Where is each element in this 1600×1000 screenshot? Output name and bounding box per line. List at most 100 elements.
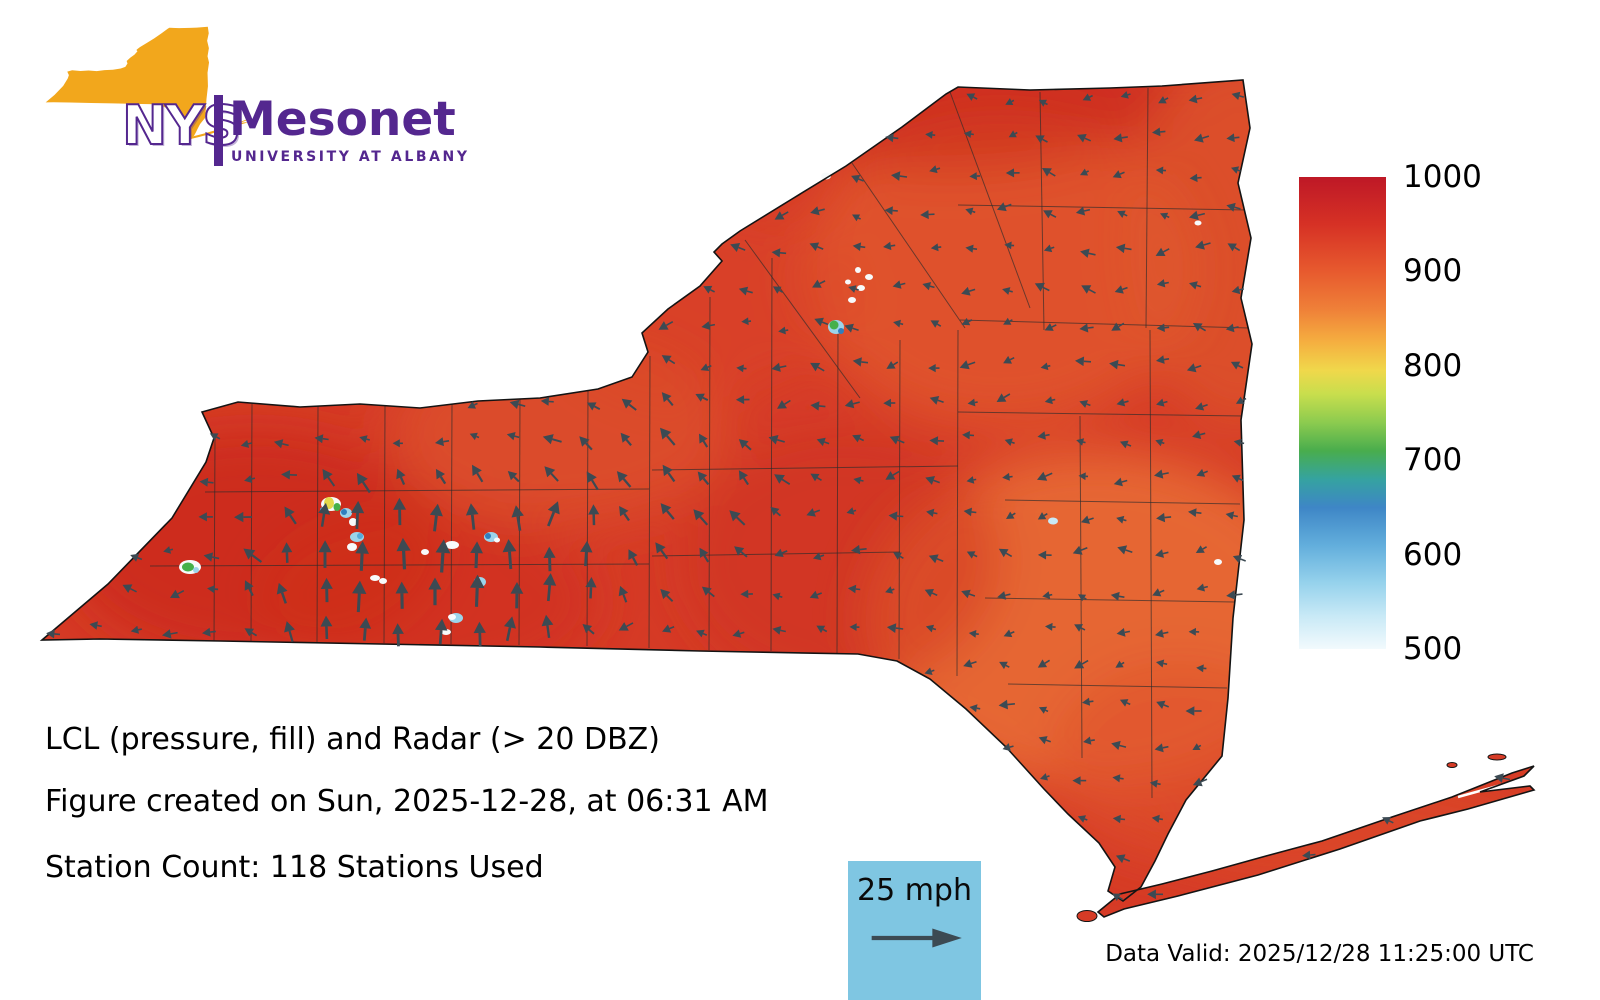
- wind-arrow-head: [809, 242, 820, 251]
- wind-arrow-head: [660, 589, 671, 600]
- wind-arrow-head: [924, 589, 934, 598]
- wind-arrow-head: [1195, 240, 1205, 250]
- wind-arrow-head: [701, 321, 711, 330]
- wind-arrow-shaft: [517, 403, 526, 407]
- wind-arrow-head: [1156, 355, 1165, 364]
- wind-arrow-shaft: [899, 555, 904, 559]
- wind-arrow-head: [1155, 629, 1164, 638]
- wind-arrow-head: [963, 659, 973, 668]
- wind-arrow-shaft: [1124, 630, 1131, 634]
- county-line: [956, 329, 959, 677]
- wind-arrow-head: [697, 471, 708, 482]
- wind-arrow-head: [693, 509, 705, 521]
- wind-arrow-head: [655, 542, 666, 554]
- wind-arrow-shaft: [900, 322, 904, 326]
- county-line: [316, 405, 319, 644]
- wind-arrow-head: [695, 393, 705, 402]
- radar-cell: [494, 537, 500, 543]
- wind-arrow-head: [202, 627, 211, 637]
- wind-arrow-shaft: [1203, 585, 1208, 589]
- wind-arrow-head: [1072, 545, 1083, 555]
- wind-arrow-head: [585, 577, 597, 588]
- wind-arrow-shaft: [1234, 246, 1241, 252]
- wind-arrow-shaft: [440, 552, 445, 573]
- wind-arrow-shaft: [1088, 517, 1094, 521]
- wind-arrow-shaft: [1045, 739, 1051, 743]
- wind-arrow-head: [922, 282, 932, 291]
- pressure-fill-patch: [680, 430, 1000, 690]
- wind-arrow-head: [1119, 699, 1129, 707]
- wind-arrow-head: [359, 617, 372, 629]
- wind-arrow-head: [1302, 850, 1311, 860]
- wind-arrow-shaft: [1087, 326, 1094, 329]
- wind-arrow-shaft: [972, 210, 976, 214]
- wind-arrow-shaft: [1202, 404, 1208, 408]
- wind-arrow-shaft: [288, 630, 294, 643]
- wind-arrow-head: [806, 508, 816, 517]
- wind-arrow-head: [658, 321, 669, 330]
- wind-arrow-shaft: [859, 437, 865, 442]
- wind-arrow-shaft: [1233, 514, 1238, 518]
- islet: [1446, 762, 1458, 768]
- wind-arrow-shaft: [781, 478, 791, 486]
- county-line: [949, 91, 1031, 309]
- wind-arrow-head: [1156, 279, 1166, 288]
- wind-arrow-head: [1155, 166, 1164, 175]
- wind-arrow-shaft: [746, 290, 753, 294]
- wind-arrow-shaft: [824, 441, 830, 445]
- county-line: [586, 389, 589, 647]
- wind-arrow-head: [700, 363, 710, 371]
- wind-arrow-shaft: [320, 513, 326, 527]
- wind-arrow-head: [1111, 740, 1121, 750]
- wind-arrow-shaft: [860, 245, 866, 249]
- wind-arrow-shaft: [818, 405, 826, 408]
- wind-arrow-head: [1196, 468, 1206, 477]
- wind-arrow-head: [1117, 545, 1128, 555]
- wind-arrow-head: [392, 439, 400, 448]
- wind-arrow-shaft: [546, 625, 551, 639]
- wind-arrow-shaft: [707, 364, 712, 368]
- wind-arrow-head: [1076, 438, 1085, 446]
- wind-arrow-shaft: [855, 588, 861, 591]
- wind-arrow-head: [926, 508, 935, 517]
- wind-arrow-shaft: [702, 396, 709, 401]
- wind-arrow-head: [580, 540, 593, 553]
- wind-arrow-head: [1231, 166, 1240, 174]
- wind-arrow-head: [1037, 659, 1048, 668]
- wind-arrow-head: [1077, 134, 1087, 143]
- wind-arrow-head: [886, 623, 897, 633]
- wind-arrow-shaft: [1126, 443, 1132, 447]
- county-line: [851, 162, 966, 329]
- radar-cell: [1048, 517, 1058, 525]
- wind-arrow-shaft: [892, 361, 899, 366]
- wind-arrow-shaft: [402, 550, 407, 570]
- wind-arrow-head: [771, 362, 781, 372]
- county-line: [1039, 91, 1045, 331]
- wind-vector-arrows: [46, 91, 1511, 901]
- wind-arrow-head: [1043, 244, 1053, 253]
- wind-arrow-head: [997, 591, 1007, 600]
- radar-cell: [829, 320, 839, 330]
- wind-arrow-head: [893, 552, 902, 560]
- wind-arrow-shaft: [1196, 511, 1202, 514]
- wind-arrow-head: [1114, 285, 1124, 294]
- wind-arrow-head: [961, 317, 971, 326]
- radar-cell: [341, 509, 347, 515]
- wind-arrow-shaft: [1163, 358, 1170, 361]
- wind-arrow-head: [1111, 322, 1121, 331]
- wind-arrow-head: [588, 504, 600, 515]
- wind-arrow-shaft: [1089, 94, 1093, 98]
- wind-arrow-shaft: [818, 208, 825, 212]
- wind-arrow-shaft: [1199, 326, 1207, 332]
- wind-arrow-head: [510, 582, 524, 594]
- wind-arrow-head: [1147, 889, 1156, 900]
- wind-arrow-head: [472, 464, 482, 476]
- wind-arrow-head: [547, 501, 560, 515]
- wind-arrow-head: [996, 393, 1007, 402]
- wind-arrow-shaft: [631, 556, 639, 566]
- radar-cell: [421, 549, 429, 555]
- wind-arrow-head: [1233, 438, 1242, 447]
- wind-arrow-shaft: [325, 626, 329, 640]
- wind-arrow-shaft: [1157, 782, 1161, 786]
